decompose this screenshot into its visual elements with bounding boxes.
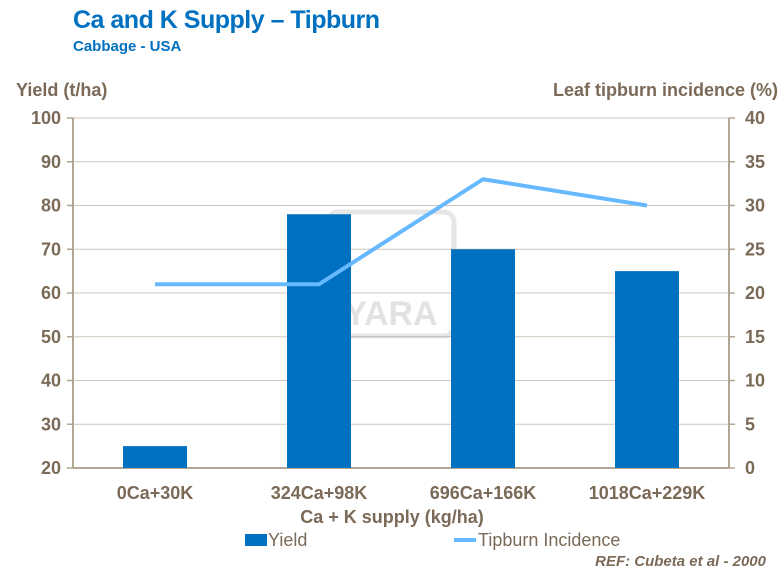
- x-tick-label: 324Ca+98K: [271, 483, 368, 503]
- legend-swatch-yield: [245, 534, 267, 546]
- y2-tick-label: 40: [745, 108, 765, 128]
- y-tick-label: 80: [41, 196, 61, 216]
- y2-tick-label: 25: [745, 239, 765, 259]
- bar-yield: [451, 249, 515, 468]
- x-tick-label: 1018Ca+229K: [589, 483, 706, 503]
- y-tick-label: 50: [41, 327, 61, 347]
- bar-yield: [615, 271, 679, 468]
- yara-logo-watermark: YARA: [325, 209, 457, 339]
- y-tick-label: 20: [41, 458, 61, 478]
- x-tick-label: 696Ca+166K: [430, 483, 537, 503]
- y2-tick-label: 0: [745, 458, 755, 478]
- svg-text:YARA: YARA: [344, 295, 437, 333]
- bar-yield: [287, 214, 351, 468]
- y2-tick-label: 5: [745, 414, 755, 434]
- y-axis-label: Yield (t/ha): [16, 80, 108, 100]
- line-tipburn-incidence: [155, 177, 648, 287]
- x-tick-label: 0Ca+30K: [117, 483, 194, 503]
- y-tick-label: 60: [41, 283, 61, 303]
- chart-title: Ca and K Supply – Tipburn: [73, 6, 380, 34]
- y2-axis-label: Leaf tipburn incidence (%): [552, 80, 778, 100]
- y2-tick-label: 15: [745, 327, 765, 347]
- legend-label-yield: Yield: [268, 530, 307, 550]
- y-tick-label: 100: [31, 108, 61, 128]
- x-axis-label: Ca + K supply (kg/ha): [300, 507, 484, 527]
- y-tick-label: 30: [41, 414, 61, 434]
- y-tick-label: 40: [41, 371, 61, 391]
- bar-yield: [123, 446, 187, 468]
- y-tick-label: 90: [41, 152, 61, 172]
- y2-tick-label: 35: [745, 152, 765, 172]
- reference-note: REF: Cubeta et al - 2000: [595, 553, 766, 570]
- legend-label-tipburn: Tipburn Incidence: [478, 530, 620, 550]
- chart-subtitle: Cabbage - USA: [73, 38, 182, 55]
- y2-tick-label: 20: [745, 283, 765, 303]
- y-tick-label: 70: [41, 239, 61, 259]
- y2-tick-label: 30: [745, 196, 765, 216]
- y2-tick-label: 10: [745, 371, 765, 391]
